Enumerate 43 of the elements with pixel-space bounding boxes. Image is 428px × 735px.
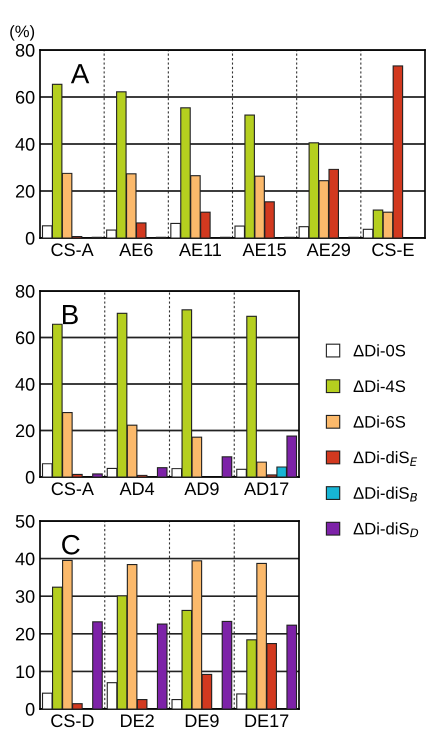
x-tick-label: AE15 xyxy=(242,244,286,256)
y-tick-label: 20 xyxy=(16,628,34,641)
annotation: A xyxy=(70,64,90,84)
x-tick-label: AD17 xyxy=(244,482,288,495)
y-tick-label: 80 xyxy=(16,284,34,298)
y-tick-label: 40 xyxy=(15,378,34,391)
y-tick-label: 10 xyxy=(16,665,34,678)
y-tick-label: 0 xyxy=(26,470,34,484)
x-tick-label: AE11 xyxy=(179,244,221,256)
y-tick-label: 0 xyxy=(26,232,34,245)
bar xyxy=(92,473,103,477)
legend-label: ΔDi-diS$_{E}$ xyxy=(354,451,418,466)
legend-label: ΔDi-diS$_{B}$ xyxy=(354,486,418,502)
x-tick-label: AD9 xyxy=(184,482,219,496)
annotation: B xyxy=(63,305,78,324)
y-tick-label: 0 xyxy=(26,702,34,716)
legend-label: ΔDi-4S xyxy=(354,380,406,392)
x-tick-label: AE29 xyxy=(306,243,350,256)
x-tick-label: CS-A xyxy=(51,243,94,256)
x-tick-label: CS-D xyxy=(51,714,94,728)
legend-label: ΔDi-6S xyxy=(354,416,406,428)
x-tick-label: DE9 xyxy=(186,714,219,728)
x-tick-label: CS-E xyxy=(372,243,414,256)
y-axis-title: (%) xyxy=(10,25,34,41)
bar xyxy=(222,456,232,477)
x-tick-label: DE17 xyxy=(246,714,288,727)
x-tick-label: CS-A xyxy=(52,482,94,496)
x-tick-label: AD4 xyxy=(120,482,154,495)
y-tick-label: 80 xyxy=(16,44,34,57)
y-tick-label: 30 xyxy=(16,590,34,603)
y-tick-label: 40 xyxy=(15,138,34,151)
y-tick-label: 20 xyxy=(16,424,34,438)
y-tick-label: 60 xyxy=(16,90,34,104)
legend-label: ΔDi-diS$_{D}$ xyxy=(354,522,418,538)
x-tick-label: DE2 xyxy=(121,714,154,727)
y-tick-label: 40 xyxy=(15,552,34,566)
bar xyxy=(156,467,168,477)
x-tick-label: AE6 xyxy=(119,243,153,256)
y-tick-label: 20 xyxy=(16,184,34,198)
y-tick-label: 50 xyxy=(16,514,34,528)
y-tick-label: 60 xyxy=(16,331,34,344)
annotation: C xyxy=(62,534,80,555)
legend-label: ΔDi-0S xyxy=(354,344,406,356)
